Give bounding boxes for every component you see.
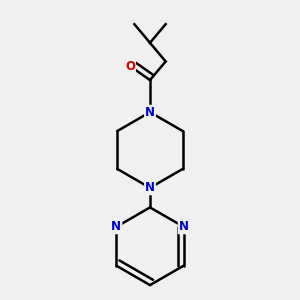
Text: N: N	[111, 220, 122, 233]
Text: N: N	[145, 106, 155, 119]
Text: N: N	[178, 220, 189, 233]
Text: O: O	[125, 60, 135, 73]
Text: N: N	[145, 181, 155, 194]
